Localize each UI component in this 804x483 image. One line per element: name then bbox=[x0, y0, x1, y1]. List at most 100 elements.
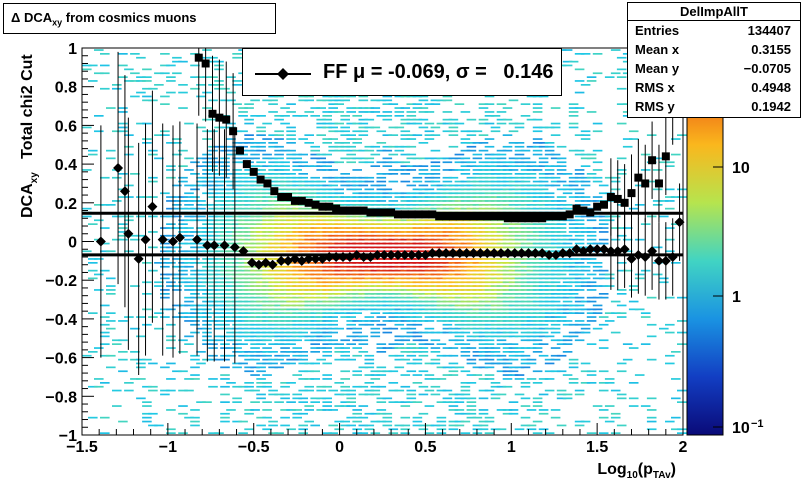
heatmap-cell bbox=[586, 200, 597, 202]
heatmap-cell bbox=[232, 343, 242, 345]
heatmap-cell bbox=[328, 277, 338, 280]
heatmap-cell bbox=[430, 99, 441, 102]
heatmap-cell bbox=[262, 173, 272, 175]
heatmap-cell bbox=[286, 265, 296, 268]
heatmap-cell bbox=[508, 366, 519, 369]
heatmap-cell bbox=[304, 320, 314, 322]
heatmap-cell bbox=[448, 374, 459, 376]
heatmap-cell bbox=[556, 265, 567, 268]
heatmap-cell bbox=[280, 339, 290, 342]
heatmap-cell bbox=[280, 269, 290, 272]
heatmap-cell bbox=[142, 401, 152, 403]
heatmap-cell bbox=[256, 238, 266, 241]
heatmap-cell bbox=[328, 250, 338, 253]
heatmap-cell bbox=[568, 176, 579, 179]
heatmap-cell bbox=[574, 242, 585, 245]
heatmap-cell bbox=[280, 149, 290, 152]
heatmap-cell bbox=[430, 262, 441, 264]
heatmap-cell bbox=[592, 72, 603, 75]
heatmap-cell bbox=[430, 180, 441, 183]
heatmap-cell bbox=[538, 161, 549, 164]
heatmap-cell bbox=[274, 289, 284, 291]
heatmap-cell bbox=[274, 277, 284, 280]
heatmap-cell bbox=[490, 161, 501, 164]
heatmap-cell bbox=[472, 424, 483, 427]
heatmap-cell bbox=[382, 223, 393, 225]
heatmap-cell bbox=[232, 258, 242, 260]
heatmap-cell bbox=[370, 335, 381, 338]
heatmap-cell bbox=[244, 204, 254, 206]
heatmap-cell bbox=[496, 188, 507, 191]
heatmap-cell bbox=[310, 296, 320, 299]
heatmap-cell bbox=[550, 339, 561, 342]
heatmap-cell bbox=[322, 138, 332, 140]
heatmap-cell bbox=[538, 378, 549, 380]
heatmap-cell bbox=[328, 130, 338, 133]
heatmap-cell bbox=[388, 300, 399, 303]
heatmap-cell bbox=[196, 269, 206, 272]
heatmap-cell bbox=[550, 285, 561, 287]
heatmap-cell bbox=[232, 262, 242, 264]
heatmap-cell bbox=[424, 130, 435, 133]
heatmap-cell bbox=[454, 401, 465, 403]
heatmap-cell bbox=[616, 122, 627, 125]
heatmap-cell bbox=[130, 285, 140, 287]
heatmap-cell bbox=[424, 432, 435, 434]
heatmap-cell bbox=[292, 207, 302, 210]
mean-marker bbox=[267, 259, 278, 270]
heatmap-cell bbox=[418, 126, 429, 129]
heatmap-cell bbox=[340, 238, 350, 241]
heatmap-cell bbox=[274, 234, 284, 237]
heatmap-cell bbox=[562, 308, 573, 311]
heatmap-cell bbox=[250, 339, 260, 342]
heatmap-cell bbox=[460, 347, 471, 349]
heatmap-cell bbox=[298, 188, 308, 191]
heatmap-cell bbox=[460, 389, 471, 392]
heatmap-cell bbox=[472, 416, 483, 419]
heatmap-cell bbox=[334, 99, 344, 102]
heatmap-cell bbox=[142, 76, 152, 78]
heatmap-cell bbox=[310, 153, 320, 156]
heatmap-cell bbox=[322, 289, 332, 291]
heatmap-cell bbox=[208, 265, 218, 268]
heatmap-cell bbox=[358, 238, 369, 241]
heatmap-cell bbox=[478, 366, 489, 369]
heatmap-cell bbox=[166, 176, 176, 179]
heatmap-cell bbox=[484, 308, 495, 311]
heatmap-cell bbox=[562, 351, 573, 353]
heatmap-cell bbox=[166, 76, 176, 78]
heatmap-cell bbox=[508, 130, 519, 133]
heatmap-cell bbox=[460, 331, 471, 334]
heatmap-cell bbox=[256, 304, 266, 307]
heatmap-cell bbox=[406, 308, 417, 311]
heatmap-cell bbox=[262, 327, 272, 330]
heatmap-cell bbox=[316, 281, 326, 284]
heatmap-cell bbox=[268, 296, 278, 299]
heatmap-cell bbox=[250, 157, 260, 160]
heatmap-cell bbox=[568, 115, 579, 117]
heatmap-cell bbox=[556, 293, 567, 295]
heatmap-cell bbox=[478, 207, 489, 210]
heatmap-cell bbox=[502, 223, 513, 225]
heatmap-cell bbox=[478, 169, 489, 171]
heatmap-cell bbox=[568, 180, 579, 183]
heatmap-cell bbox=[214, 250, 224, 253]
heatmap-cell bbox=[238, 173, 248, 175]
heatmap-cell bbox=[520, 327, 531, 330]
heatmap-cell bbox=[328, 126, 338, 129]
heatmap-cell bbox=[586, 320, 597, 322]
heatmap-cell bbox=[244, 227, 254, 229]
heatmap-cell bbox=[328, 111, 338, 113]
heatmap-cell bbox=[376, 130, 387, 133]
heatmap-cell bbox=[592, 122, 603, 125]
heatmap-cell bbox=[574, 200, 585, 202]
heatmap-cell bbox=[364, 296, 375, 299]
heatmap-cell bbox=[262, 323, 272, 326]
heatmap-cell bbox=[418, 262, 429, 264]
heatmap-cell bbox=[388, 289, 399, 291]
heatmap-cell bbox=[286, 153, 296, 156]
heatmap-cell bbox=[562, 192, 573, 195]
heatmap-cell bbox=[478, 118, 489, 121]
heatmap-cell bbox=[538, 320, 549, 322]
heatmap-cell bbox=[280, 312, 290, 314]
